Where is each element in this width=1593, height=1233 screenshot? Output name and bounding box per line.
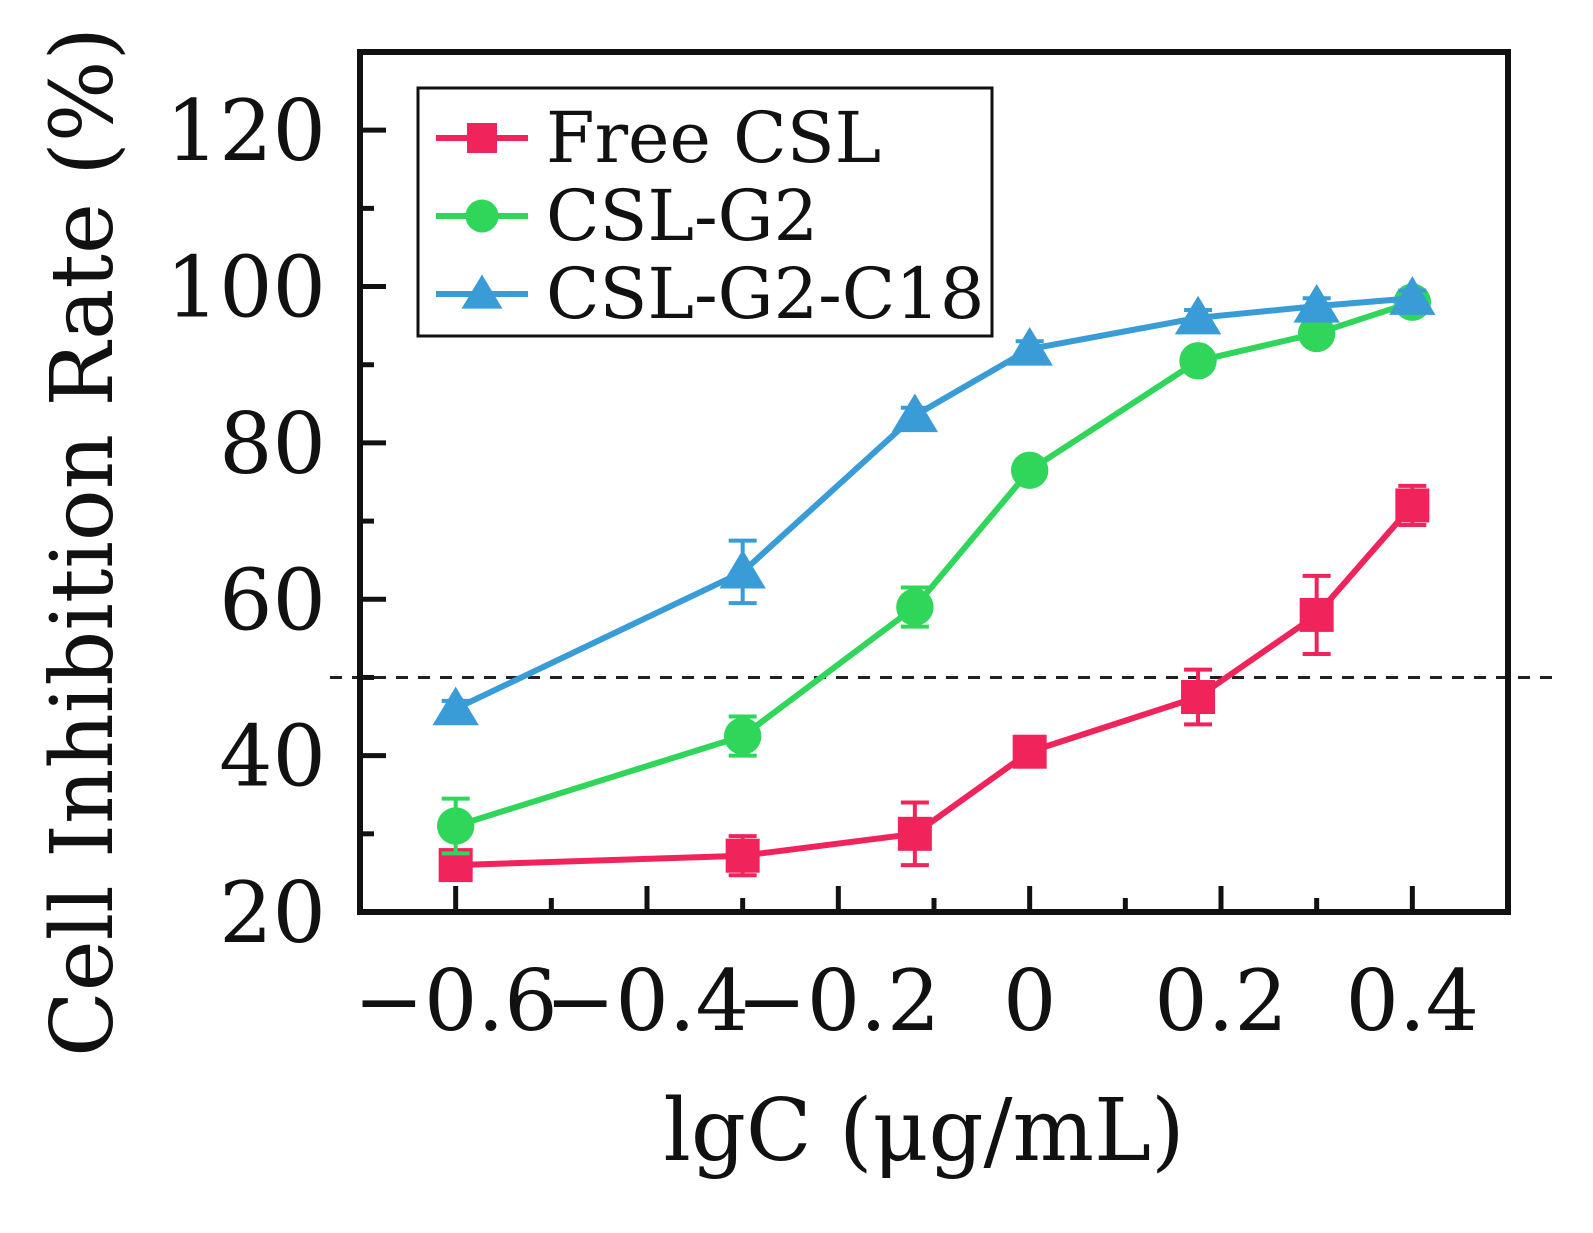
legend-label: CSL-G2-C18 bbox=[546, 253, 984, 335]
data-point bbox=[719, 549, 766, 589]
data-point bbox=[432, 686, 479, 726]
x-tick-label: 0.2 bbox=[1154, 952, 1288, 1050]
series-csl-g2-c18 bbox=[432, 276, 1436, 726]
plot-frame bbox=[357, 49, 1511, 915]
y-tick-label: 100 bbox=[166, 239, 326, 337]
legend-label: Free CSL bbox=[546, 97, 881, 179]
data-point bbox=[1174, 295, 1222, 335]
x-tick-label: 0 bbox=[1003, 952, 1056, 1050]
y-tick-label: 120 bbox=[166, 82, 326, 180]
x-tick-label: 0.4 bbox=[1346, 952, 1480, 1050]
data-point bbox=[1389, 276, 1436, 315]
legend-label: CSL-G2 bbox=[546, 175, 818, 257]
y-axis-title: Cell Inhibition Rate (%) bbox=[33, 27, 133, 1057]
data-point bbox=[1179, 342, 1217, 380]
y-axis-ticks: 20 40 60 80 100 120 bbox=[166, 49, 386, 962]
series-csl-g2 bbox=[436, 283, 1432, 856]
series-line-csl-g2 bbox=[454, 299, 1414, 829]
x-axis-ticks: −0.6−0.4−0.2 0 0.2 0.4 bbox=[354, 886, 1511, 1050]
data-point bbox=[723, 717, 762, 755]
legend-marker bbox=[467, 123, 497, 153]
data-point bbox=[896, 588, 934, 626]
series-layer bbox=[432, 276, 1436, 883]
data-point bbox=[1181, 680, 1216, 714]
series-line-free-csl bbox=[455, 503, 1415, 869]
x-axis-title: lgC (μg/mL) bbox=[663, 1081, 1184, 1181]
data-point bbox=[891, 393, 939, 433]
data-point bbox=[1297, 314, 1336, 353]
data-point bbox=[1012, 734, 1047, 769]
x-tick-label: −0.6 bbox=[354, 952, 558, 1050]
legend-marker bbox=[461, 274, 503, 309]
legend-marker bbox=[465, 199, 499, 233]
data-point bbox=[725, 838, 760, 873]
x-tick-label: −0.2 bbox=[736, 952, 940, 1050]
data-point bbox=[1006, 326, 1053, 366]
data-point bbox=[1395, 488, 1430, 523]
y-tick-label: 80 bbox=[219, 395, 326, 493]
data-point bbox=[1293, 283, 1340, 323]
y-tick-label: 60 bbox=[219, 551, 326, 649]
x-tick-label: −0.4 bbox=[545, 952, 749, 1050]
series-free-csl bbox=[438, 483, 1430, 883]
data-point bbox=[436, 807, 475, 845]
data-point bbox=[897, 816, 932, 851]
data-point bbox=[1299, 597, 1334, 632]
data-point bbox=[1010, 451, 1049, 489]
y-tick-label: 40 bbox=[219, 708, 326, 806]
y-tick-label: 20 bbox=[219, 864, 326, 962]
